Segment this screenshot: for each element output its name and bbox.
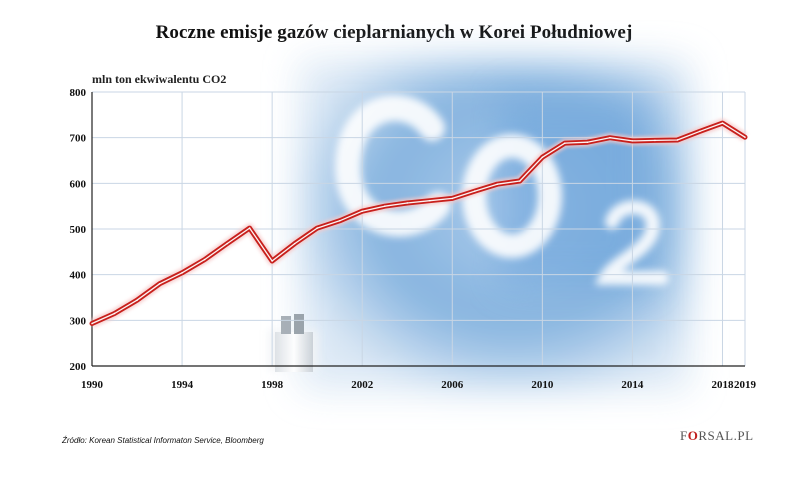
chart-title: Roczne emisje gazów cieplarnianych w Kor…: [155, 22, 633, 43]
co2-cloud-decoration: [335, 95, 669, 285]
chimney-decoration: [268, 314, 318, 372]
data-point: [564, 142, 566, 144]
x-tick-label: 1998: [261, 379, 284, 391]
y-tick-label: 200: [70, 361, 87, 373]
forsal-logo: FORSAL.PL: [680, 428, 754, 444]
x-tick-label: 2010: [531, 379, 554, 391]
data-point: [181, 272, 183, 274]
data-point: [519, 180, 521, 182]
data-point: [451, 197, 454, 200]
data-point: [744, 136, 746, 139]
data-point: [383, 205, 386, 207]
data-point: [586, 141, 589, 144]
y-tick-label: 300: [70, 315, 87, 327]
x-tick-label: 2018: [711, 379, 734, 391]
x-tick-label: 1994: [171, 379, 194, 391]
data-point: [676, 139, 679, 141]
source-note: Źródło: Korean Statistical Informaton Se…: [62, 436, 264, 445]
data-point: [428, 199, 431, 202]
data-point: [406, 202, 409, 204]
x-tick-label: 1990: [81, 379, 104, 391]
data-point: [631, 140, 634, 142]
data-point: [316, 227, 318, 229]
series-line-highlight: [91, 122, 746, 325]
data-point: [654, 139, 656, 142]
axes: 200 300 400 500 600 700 800 1990 1994 1998 2002 200…: [70, 87, 757, 391]
x-tick-label: 2006: [441, 379, 464, 391]
data-point: [271, 260, 273, 262]
data-point: [361, 210, 364, 212]
x-tick-label: 2019: [734, 379, 757, 391]
data-point: [699, 130, 701, 133]
y-tick-label: 400: [70, 270, 87, 282]
data-point: [136, 299, 138, 302]
data-point: [113, 312, 116, 315]
data-point: [721, 122, 724, 124]
data-point: [338, 219, 341, 222]
data-point: [91, 322, 93, 325]
data-point: [248, 227, 251, 229]
y-axis-label: mln ton ekwiwalentu CO2: [92, 72, 227, 86]
data-point: [158, 283, 161, 285]
data-series: [89, 118, 748, 328]
y-tick-label: 800: [70, 87, 87, 99]
data-point: [496, 183, 499, 186]
data-point: [609, 136, 611, 139]
logo-text-left: F: [680, 428, 688, 443]
y-tick-label: 600: [70, 178, 87, 190]
data-point: [226, 242, 228, 245]
data-point: [203, 258, 206, 261]
y-tick-label: 700: [70, 133, 87, 145]
logo-mark: O: [687, 428, 699, 443]
x-tick-label: 2002: [351, 379, 374, 391]
data-point: [293, 242, 296, 245]
data-point: [541, 156, 544, 159]
x-tick-label: 2014: [621, 379, 644, 391]
logo-text-right: RSAL.PL: [698, 428, 754, 443]
y-tick-label: 500: [70, 224, 87, 236]
data-point: [473, 190, 476, 192]
